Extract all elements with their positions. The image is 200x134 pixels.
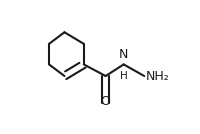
Text: N: N xyxy=(118,48,128,61)
Text: NH₂: NH₂ xyxy=(145,70,168,83)
Text: O: O xyxy=(100,95,110,108)
Text: H: H xyxy=(119,71,127,81)
